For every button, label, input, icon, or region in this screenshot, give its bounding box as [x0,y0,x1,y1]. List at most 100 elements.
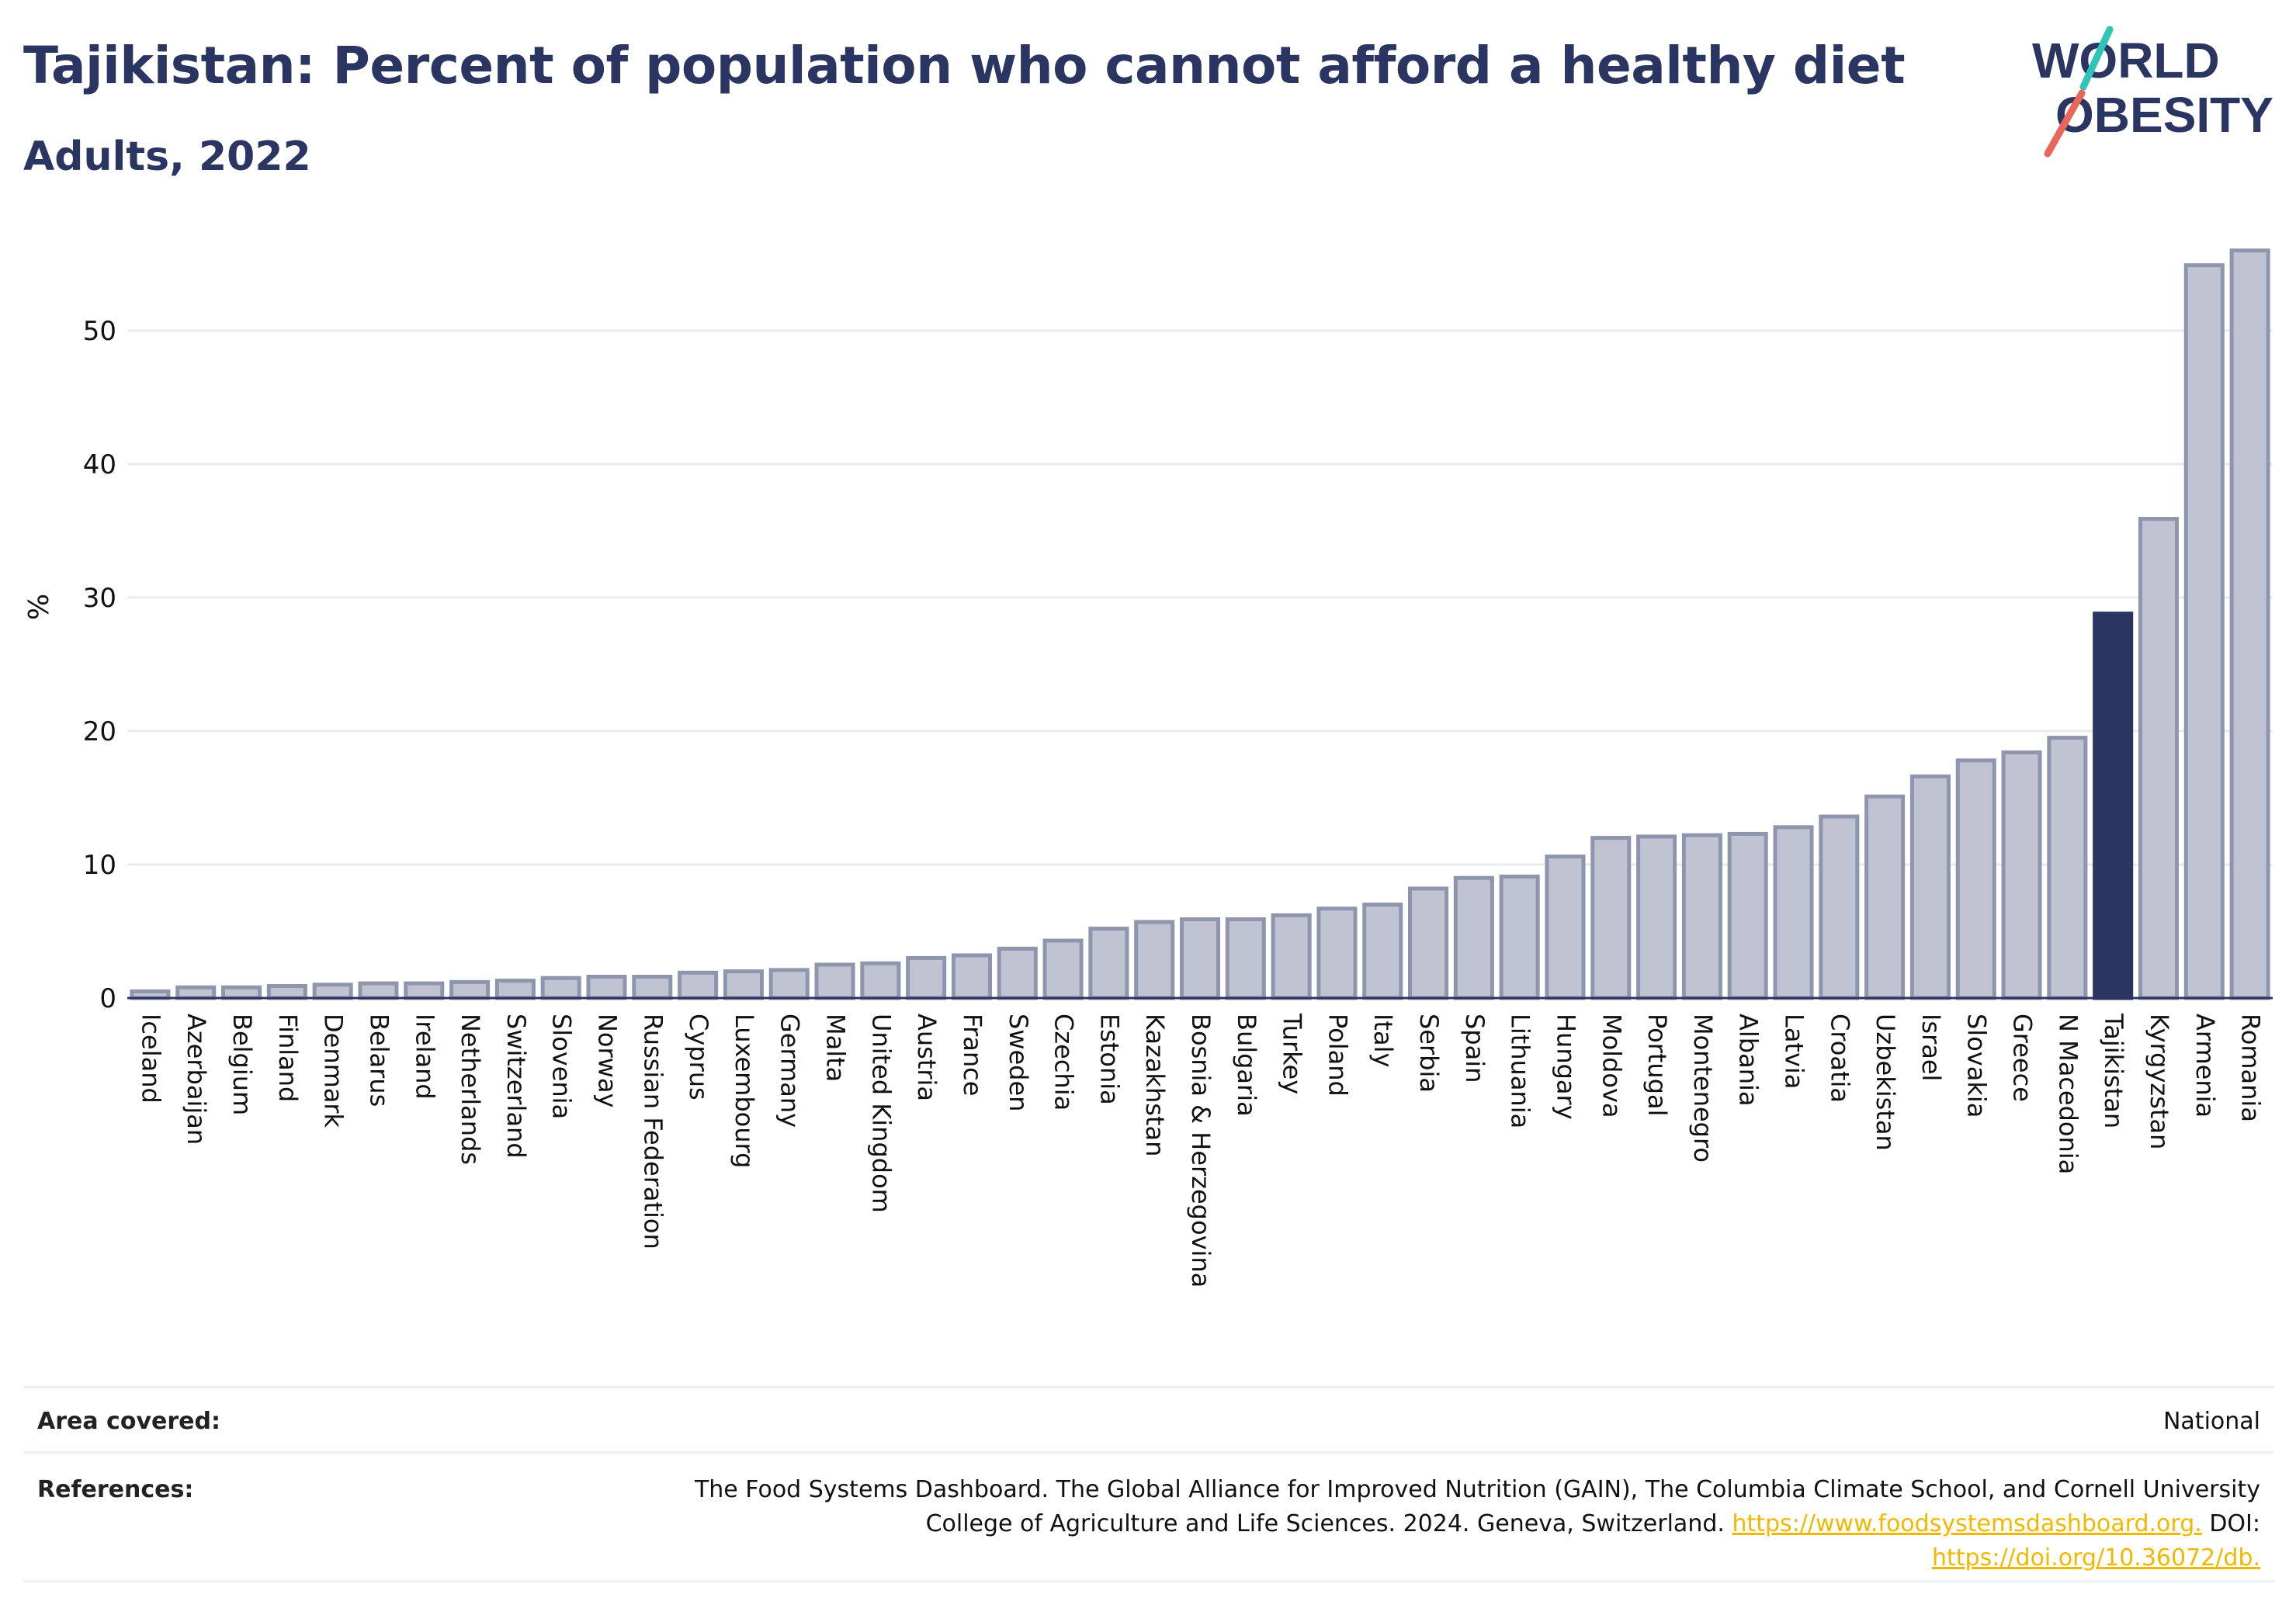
references-line-2-text: College of Agriculture and Life Sciences… [925,1510,1725,1537]
bar-croatia[interactable] [1819,814,1860,1000]
x-tick-label-moldova: Moldova [1597,1014,1626,1118]
y-tick-label-10: 10 [83,850,116,881]
logo-slash-red [2044,89,2086,158]
bar-switzerland[interactable] [494,979,536,1000]
bar-azerbaijan[interactable] [175,985,217,1000]
world-obesity-logo: WORLD OBESITY [2032,26,2273,158]
bar-montenegro[interactable] [1681,833,1722,1000]
bar-finland[interactable] [266,984,307,1000]
x-tick-label-united-kingdom: United Kingdom [866,1014,896,1213]
foodsystems-dashboard-link[interactable]: https://www.foodsystemsdashboard.org. [1732,1510,2202,1537]
x-tick-label-spain: Spain [1460,1014,1490,1083]
x-tick-label-bosnia-herzegovina: Bosnia & Herzegovina [1186,1014,1216,1288]
bar-france[interactable] [951,953,992,1000]
x-tick-label-belarus: Belarus [364,1014,394,1107]
bar-czechia[interactable] [1042,938,1084,1000]
doi-link[interactable]: https://doi.org/10.36072/db. [1932,1544,2260,1572]
bar-sweden[interactable] [997,946,1038,1000]
y-tick-label-0: 0 [99,983,116,1014]
x-tick-label-slovenia: Slovenia [547,1014,577,1119]
x-axis-labels: Iceland Azerbaijan Belgium Finland Denmark Be… [136,1013,2265,1288]
y-tick-label-30: 30 [83,583,116,614]
y-tick-label-40: 40 [83,449,116,480]
x-tick-label-latvia: Latvia [1780,1014,1809,1089]
bar-kyrgyzstan[interactable] [2138,517,2180,1000]
x-tick-label-portugal: Portugal [1642,1014,1672,1117]
bar-moldova[interactable] [1590,836,1632,1000]
x-tick-label-kazakhstan: Kazakhstan [1140,1014,1170,1156]
x-tick-label-russian-federation: Russian Federation [638,1014,668,1249]
x-tick-label-sweden: Sweden [1004,1014,1033,1111]
grid-lines [127,329,2273,866]
bar-norway[interactable] [586,974,627,1000]
bar-tajikistan[interactable] [2093,612,2134,1000]
bar-bosnia-herzegovina[interactable] [1179,917,1221,1000]
footer-area-row: Area covered: National [23,1397,2274,1451]
x-tick-label-albania: Albania [1734,1014,1764,1106]
bar-netherlands[interactable] [449,979,491,1000]
x-tick-label-malta: Malta [821,1014,851,1082]
bar-united-kingdom[interactable] [860,961,901,1000]
bar-russian-federation[interactable] [632,974,673,1000]
bar-estonia[interactable] [1088,927,1129,1000]
bar-hungary[interactable] [1545,854,1586,1000]
x-tick-label-finland: Finland [273,1014,303,1102]
footer-rule-top [23,1386,2274,1388]
bar-albania[interactable] [1727,831,1768,1000]
bar-belgium[interactable] [220,985,262,1000]
bar-cyprus[interactable] [678,970,719,1000]
bar-luxembourg[interactable] [723,969,764,1000]
bar-malta[interactable] [814,962,855,1000]
chart-subtitle: Adults, 2022 [23,133,311,180]
bar-ireland[interactable] [404,981,445,1000]
bar-spain[interactable] [1453,875,1494,1000]
area-covered-value: National [2162,1408,2260,1435]
logo-slash-teal [2079,26,2114,91]
bar-bulgaria[interactable] [1225,917,1266,1000]
bar-armenia[interactable] [2183,263,2225,1000]
bar-austria[interactable] [906,955,947,1000]
x-tick-label-austria: Austria [912,1014,942,1101]
x-tick-label-france: France [958,1014,987,1096]
bar-germany[interactable] [768,968,810,1000]
bar-poland[interactable] [1316,906,1358,1000]
footer-rule-bottom [23,1580,2274,1582]
y-axis-label: % [23,594,55,620]
bar-kazakhstan[interactable] [1134,920,1175,1000]
x-tick-label-iceland: Iceland [136,1014,165,1104]
bar-turkey[interactable] [1271,913,1312,1000]
bar-n-macedonia[interactable] [2047,736,2088,1000]
x-tick-label-azerbaijan: Azerbaijan [182,1014,211,1145]
references-label: References: [37,1476,194,1503]
bar-denmark[interactable] [312,983,353,1000]
x-tick-label-greece: Greece [2008,1014,2038,1102]
x-tick-label-kyrgyzstan: Kyrgyzstan [2145,1014,2174,1149]
references-text: The Food Systems Dashboard. The Global A… [695,1473,2260,1575]
bar-romania[interactable] [2229,248,2270,1000]
bar-portugal[interactable] [1636,834,1677,1000]
x-tick-label-montenegro: Montenegro [1688,1014,1718,1163]
bar-greece[interactable] [2001,750,2042,1000]
bar-latvia[interactable] [1773,825,1814,1000]
bar-israel[interactable] [1909,774,1951,1000]
bar-belarus[interactable] [358,981,399,1000]
x-tick-label-n-macedonia: N Macedonia [2053,1014,2083,1174]
x-tick-label-poland: Poland [1323,1014,1352,1097]
bar-slovakia[interactable] [1955,758,1996,1000]
doi-label: DOI: [2209,1510,2260,1537]
x-tick-label-lithuania: Lithuania [1506,1014,1535,1128]
y-tick-label-50: 50 [83,316,116,347]
x-tick-label-serbia: Serbia [1414,1014,1444,1093]
x-tick-label-belgium: Belgium [227,1014,257,1115]
bar-uzbekistan[interactable] [1864,794,1906,1000]
x-tick-label-ireland: Ireland [410,1014,439,1100]
bar-serbia[interactable] [1408,886,1449,1000]
bar-chart: 0 10 20 30 40 50 Iceland Azerbaijan Belgium Finl… [23,248,2273,1288]
x-tick-label-cyprus: Cyprus [684,1014,713,1100]
x-tick-label-bulgaria: Bulgaria [1232,1014,1261,1117]
x-tick-label-italy: Italy [1368,1014,1398,1067]
bar-slovenia[interactable] [540,976,581,1000]
bar-italy[interactable] [1362,903,1403,1000]
bar-lithuania[interactable] [1499,874,1540,1000]
x-tick-label-slovakia: Slovakia [1962,1014,1992,1118]
